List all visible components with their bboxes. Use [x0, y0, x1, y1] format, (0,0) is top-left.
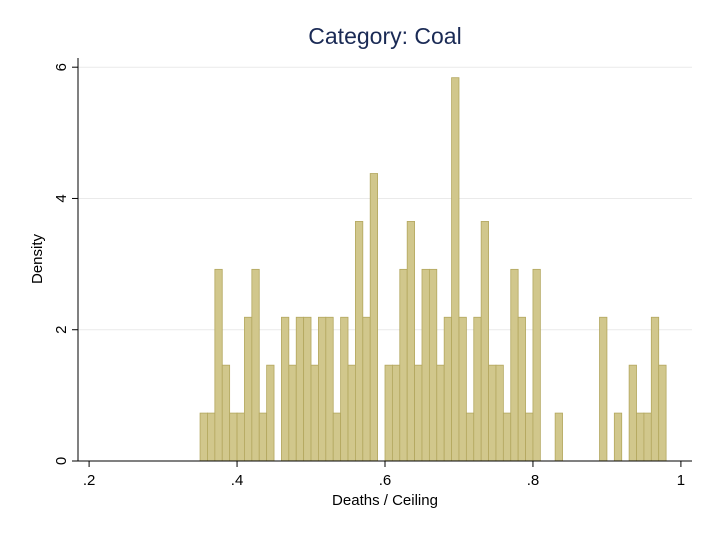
bar — [613, 412, 623, 462]
bar — [532, 268, 541, 462]
bar — [362, 316, 371, 462]
x-tick-label: .8 — [527, 472, 540, 489]
bar — [384, 364, 393, 462]
bar — [554, 412, 563, 462]
bar — [288, 364, 297, 462]
bar — [443, 316, 452, 462]
bar — [421, 268, 430, 462]
bar — [318, 316, 327, 462]
bar — [428, 268, 438, 462]
bar — [488, 364, 497, 462]
bar — [473, 316, 482, 462]
bar — [236, 412, 245, 462]
bar — [340, 316, 349, 462]
x-axis-label: Deaths / Ceiling — [332, 492, 438, 509]
bar — [325, 316, 334, 462]
bar — [495, 364, 504, 462]
bar — [199, 412, 208, 462]
x-tick-label: .4 — [231, 472, 244, 489]
bar — [458, 316, 467, 462]
bar — [414, 364, 423, 462]
bar — [214, 268, 223, 462]
y-tick-label: 0 — [53, 457, 70, 465]
bar — [650, 316, 660, 462]
bar — [391, 364, 401, 462]
bar — [369, 173, 379, 462]
bar — [207, 412, 216, 462]
bar — [517, 316, 526, 462]
bar — [310, 364, 319, 462]
bar — [502, 412, 512, 462]
bar — [643, 412, 652, 462]
x-tick-label: .6 — [379, 472, 392, 489]
bar — [628, 364, 637, 462]
bar — [355, 221, 364, 462]
bar — [406, 221, 415, 462]
bar — [221, 364, 231, 462]
bar — [465, 412, 475, 462]
y-axis-label: Density — [29, 233, 46, 284]
y-tick-label: 6 — [53, 63, 70, 71]
bar — [436, 364, 445, 462]
y-tick-label: 2 — [53, 326, 70, 334]
bar — [244, 316, 253, 462]
bar — [229, 412, 238, 462]
bar — [525, 412, 534, 462]
bar — [303, 316, 312, 462]
chart-title: Category: Coal — [308, 23, 461, 49]
bar — [251, 268, 260, 462]
bar — [599, 316, 608, 462]
bar — [295, 316, 305, 462]
bar — [510, 268, 519, 462]
x-tick-label: 1 — [677, 472, 685, 489]
bar — [281, 316, 290, 462]
bar — [266, 364, 275, 462]
bar — [399, 268, 408, 462]
bar — [347, 364, 356, 462]
y-tick-label: 4 — [53, 194, 70, 202]
bar — [636, 412, 645, 462]
bar — [258, 412, 268, 462]
bar — [480, 221, 489, 462]
x-tick-label: .2 — [83, 472, 96, 489]
bar — [451, 77, 460, 462]
bar — [658, 364, 667, 462]
bar — [332, 412, 342, 462]
